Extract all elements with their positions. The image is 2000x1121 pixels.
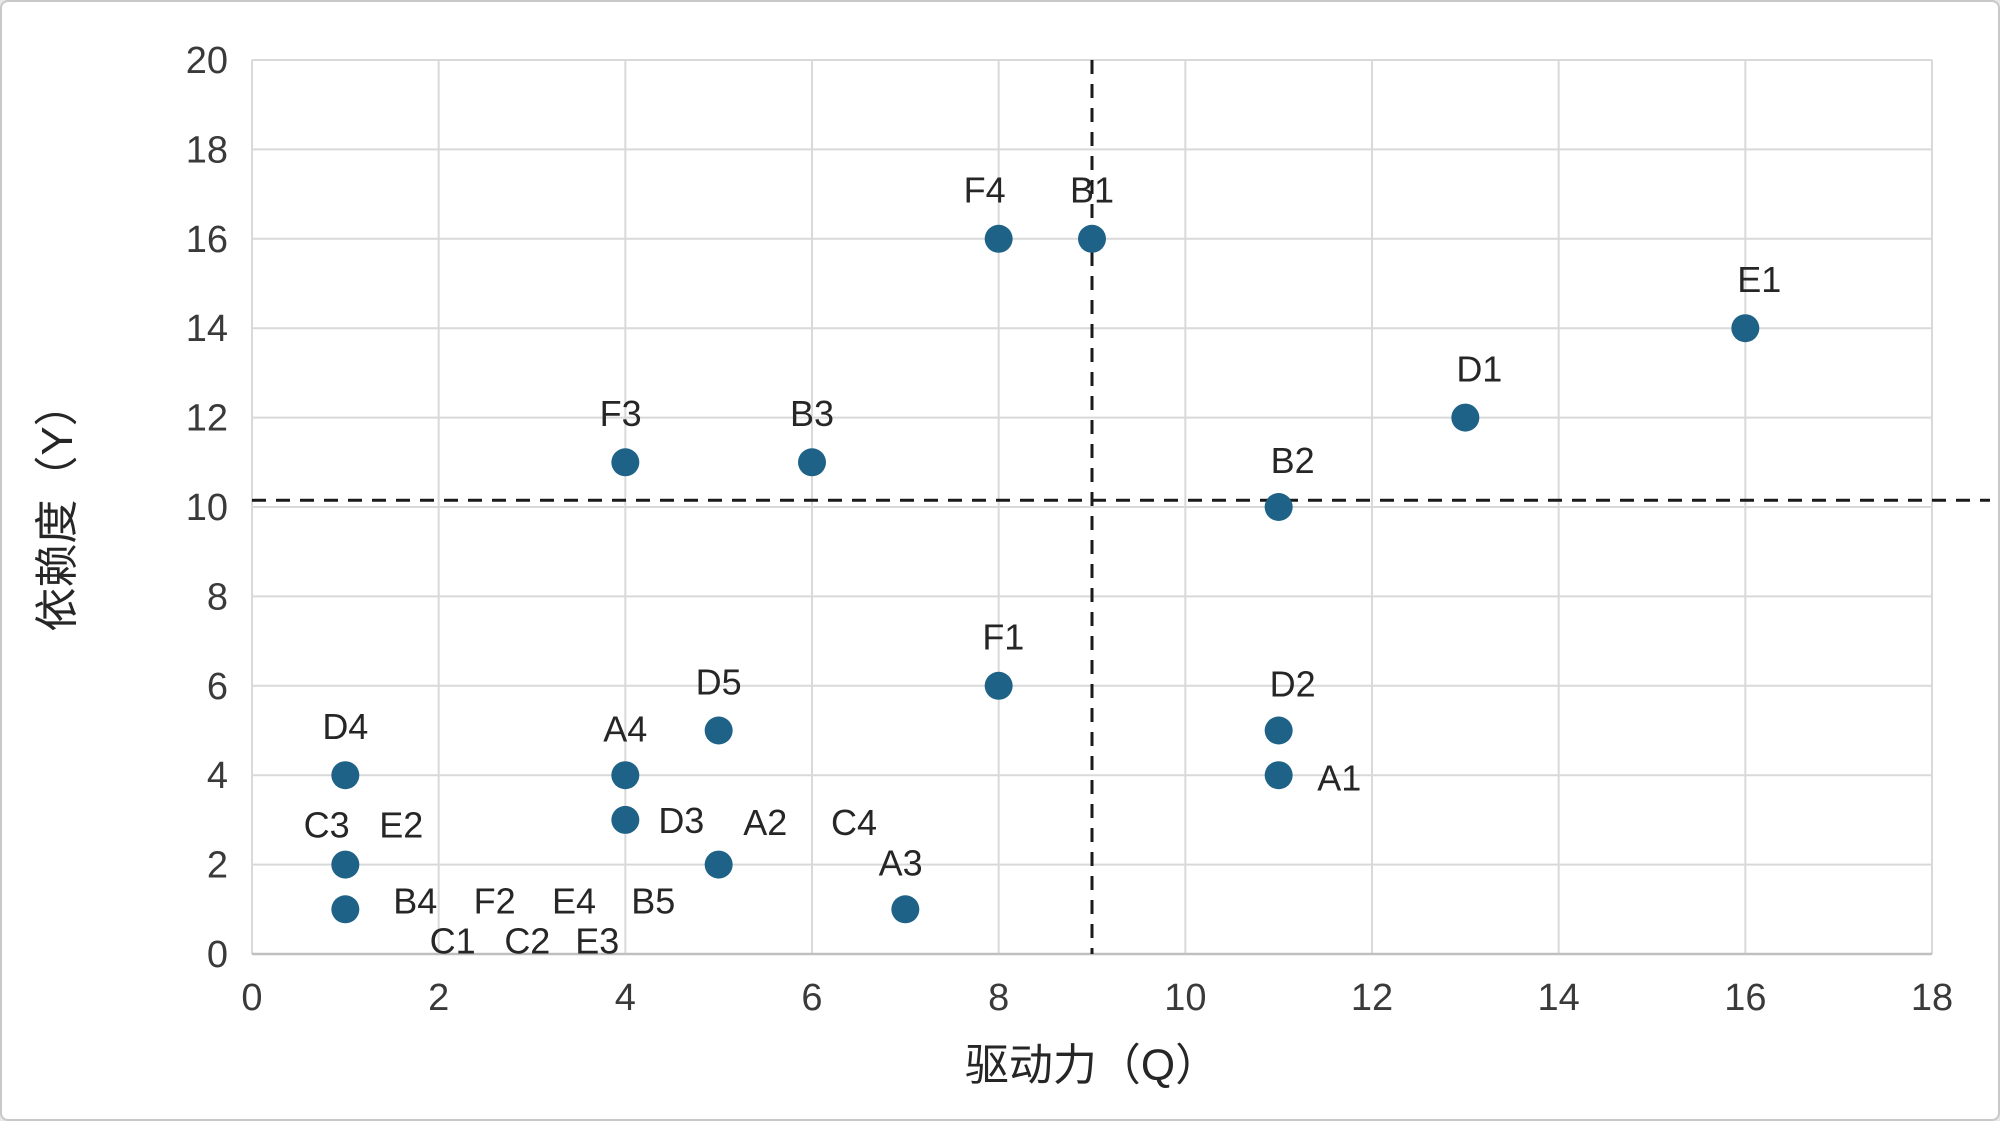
y-tick-label-10: 10 <box>186 487 228 529</box>
data-point-A1 <box>1264 761 1293 790</box>
x-tick-label-0: 0 <box>241 977 262 1019</box>
data-point-F1 <box>984 671 1013 700</box>
point-label-A3: A3 <box>879 842 923 883</box>
y-tick-label-4: 4 <box>207 755 228 797</box>
x-tick-label-4: 4 <box>615 977 636 1019</box>
x-tick-label-18: 18 <box>1911 977 1953 1019</box>
y-tick-label-18: 18 <box>186 129 228 171</box>
data-point-D2 <box>1264 716 1293 745</box>
point-label-E1: E1 <box>1737 259 1781 300</box>
data-point-B4 <box>331 895 360 924</box>
point-label-F2: F2 <box>474 880 516 921</box>
y-tick-label-12: 12 <box>186 398 228 440</box>
point-label-C2: C2 <box>504 921 550 962</box>
y-tick-label-2: 2 <box>207 845 228 887</box>
point-label-F3: F3 <box>600 393 642 434</box>
x-tick-label-8: 8 <box>988 977 1009 1019</box>
data-point-A2 <box>704 850 733 879</box>
x-tick-label-12: 12 <box>1351 977 1393 1019</box>
point-label-F4: F4 <box>964 170 1006 211</box>
data-point-A3 <box>891 895 920 924</box>
y-tick-label-6: 6 <box>207 666 228 708</box>
y-tick-label-8: 8 <box>207 576 228 618</box>
point-label-B4: B4 <box>393 880 437 921</box>
tick-labels-layer: 0 2 4 6 8 10 12 14 16 18 0 2 4 6 8 10 12 14 16 18 20 <box>186 40 1953 1019</box>
point-label-D3: D3 <box>658 800 704 841</box>
data-point-B2 <box>1264 493 1293 521</box>
point-label-C1: C1 <box>430 921 476 962</box>
y-axis-title: 依赖度（Y） <box>33 382 82 631</box>
data-point-C3 <box>331 850 360 879</box>
point-label-D5: D5 <box>696 661 742 702</box>
point-label-A4: A4 <box>603 708 647 749</box>
data-point-F3 <box>611 448 640 477</box>
point-label-B2: B2 <box>1271 440 1315 481</box>
x-tick-label-14: 14 <box>1538 977 1580 1019</box>
point-label-E4: E4 <box>552 880 596 921</box>
x-axis-title: 驱动力（Q） <box>965 1041 1219 1090</box>
x-tick-label-6: 6 <box>801 977 822 1019</box>
point-label-D2: D2 <box>1270 664 1316 705</box>
point-label-D4: D4 <box>322 706 368 747</box>
point-label-C3: C3 <box>304 804 350 845</box>
point-label-B1: B1 <box>1070 170 1114 211</box>
point-label-C4: C4 <box>831 802 877 843</box>
data-point-F4 <box>984 224 1013 253</box>
point-label-F1: F1 <box>982 617 1024 658</box>
data-point-E1 <box>1731 314 1760 343</box>
point-label-B3: B3 <box>790 393 834 434</box>
point-label-D1: D1 <box>1456 348 1502 389</box>
data-point-B1 <box>1078 224 1106 253</box>
point-label-E3: E3 <box>575 921 619 962</box>
point-label-A1: A1 <box>1317 757 1361 798</box>
point-label-B5: B5 <box>631 880 675 921</box>
y-tick-label-14: 14 <box>186 308 228 350</box>
x-tick-label-10: 10 <box>1164 977 1206 1019</box>
data-point-D1 <box>1451 403 1480 432</box>
data-point-D5 <box>704 716 733 745</box>
x-tick-label-2: 2 <box>428 977 449 1019</box>
point-label-A2: A2 <box>743 802 787 843</box>
y-tick-label-20: 20 <box>186 40 228 82</box>
point-label-E2: E2 <box>379 804 423 845</box>
data-point-D3 <box>611 805 640 834</box>
point-labels-layer: A1 A2 A3 A4 B1 B2 B3 B4 B5 C1 C2 C3 C4 D1 D2 D3 D4 D5 E1 E2… <box>304 170 1782 962</box>
data-point-A4 <box>611 761 640 790</box>
data-point-B3 <box>798 448 826 477</box>
y-tick-label-0: 0 <box>207 934 228 976</box>
x-tick-label-16: 16 <box>1724 977 1766 1019</box>
data-points-layer <box>331 224 1760 924</box>
data-point-D4 <box>331 761 360 790</box>
quadrant-reference-lines-layer <box>252 60 1990 954</box>
y-tick-label-16: 16 <box>186 219 228 261</box>
